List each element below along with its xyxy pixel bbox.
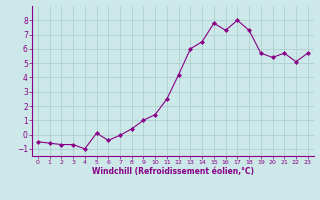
X-axis label: Windchill (Refroidissement éolien,°C): Windchill (Refroidissement éolien,°C) xyxy=(92,167,254,176)
